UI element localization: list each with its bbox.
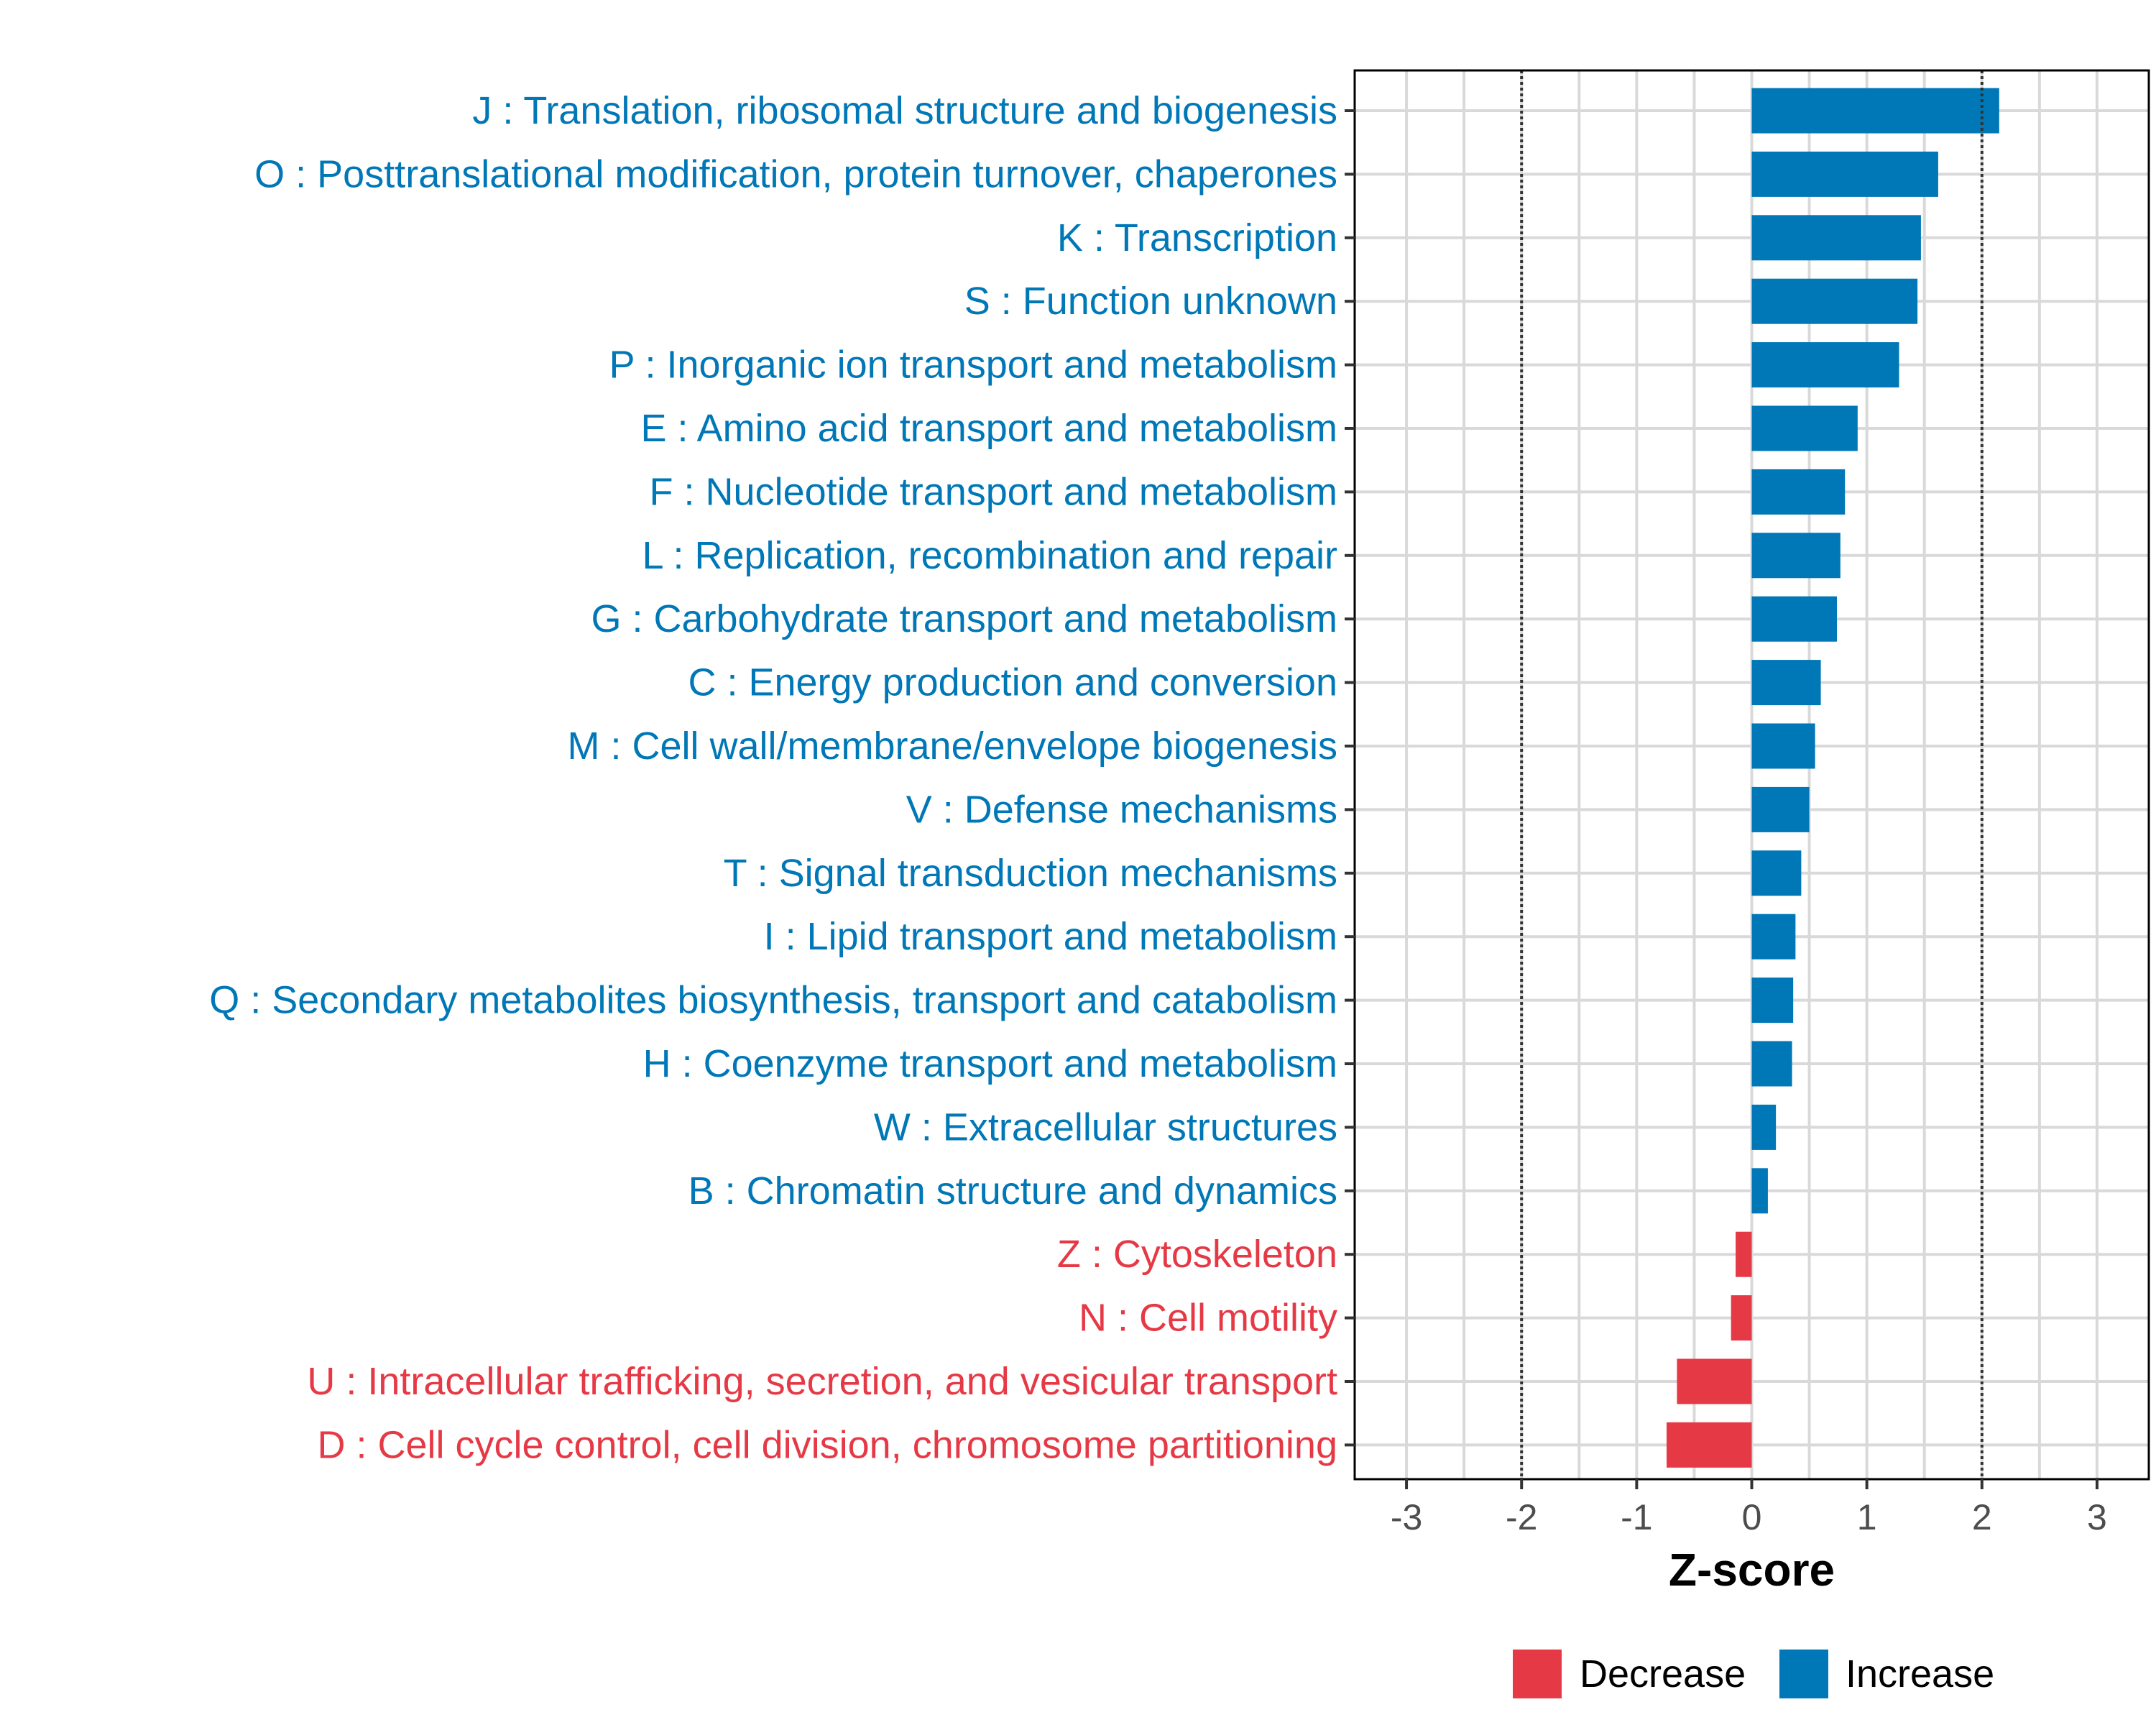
x-tick-label: -2	[1506, 1497, 1537, 1537]
category-label: U : Intracellular trafficking, secretion…	[307, 1360, 1337, 1403]
x-axis-title: Z-score	[1669, 1544, 1835, 1596]
category-label: N : Cell motility	[1079, 1297, 1337, 1340]
bar	[1751, 660, 1821, 706]
category-label: C : Energy production and conversion	[688, 661, 1337, 704]
category-label: W : Extracellular structures	[874, 1105, 1337, 1149]
category-label: M : Cell wall/membrane/envelope biogenes…	[567, 724, 1337, 768]
bar	[1751, 88, 1999, 134]
legend-swatch-decrease	[1513, 1650, 1562, 1698]
category-label: S : Function unknown	[964, 280, 1337, 323]
bar	[1751, 1041, 1792, 1087]
category-label: V : Defense mechanisms	[906, 788, 1337, 831]
category-label: T : Signal transduction mechanisms	[724, 852, 1337, 895]
bar	[1751, 978, 1794, 1024]
bar	[1751, 1168, 1768, 1214]
bar	[1666, 1422, 1752, 1468]
category-label: Z : Cytoskeleton	[1057, 1233, 1337, 1276]
bar	[1731, 1295, 1752, 1341]
category-label: E : Amino acid transport and metabolism	[641, 407, 1337, 450]
bar	[1677, 1358, 1752, 1404]
legend-swatch-increase	[1779, 1650, 1828, 1698]
bar	[1751, 786, 1810, 832]
category-label: H : Coenzyme transport and metabolism	[643, 1042, 1337, 1085]
bar	[1751, 342, 1899, 388]
category-label: K : Transcription	[1057, 216, 1337, 259]
bar	[1736, 1231, 1752, 1277]
x-tick-label: 1	[1857, 1497, 1877, 1537]
bar	[1751, 278, 1918, 324]
bar	[1751, 596, 1838, 642]
x-tick-label: 0	[1742, 1497, 1762, 1537]
category-label: F : Nucleotide transport and metabolism	[650, 470, 1337, 513]
category-label: J : Translation, ribosomal structure and…	[472, 89, 1337, 132]
category-label: G : Carbohydrate transport and metabolis…	[591, 597, 1338, 640]
bar	[1751, 151, 1938, 197]
bar	[1751, 850, 1802, 896]
category-label: P : Inorganic ion transport and metaboli…	[609, 344, 1337, 387]
category-label: O : Posttranslational modification, prot…	[254, 152, 1337, 196]
bar	[1751, 1104, 1777, 1150]
bar	[1751, 723, 1815, 769]
legend-label-increase: Increase	[1846, 1652, 1994, 1696]
x-axis-ticks: -3 -2 -1 0 1 2 3	[1391, 1479, 2107, 1537]
bar-layer	[1666, 88, 1999, 1468]
category-label: Q : Secondary metabolites biosynthesis, …	[209, 979, 1337, 1022]
bar	[1751, 533, 1841, 579]
category-label: I : Lipid transport and metabolism	[764, 915, 1337, 958]
x-tick-label: -3	[1391, 1497, 1422, 1537]
category-label: L : Replication, recombination and repai…	[642, 534, 1337, 577]
bar	[1751, 914, 1796, 960]
category-label: B : Chromatin structure and dynamics	[688, 1169, 1337, 1213]
reference-lines	[1520, 70, 1984, 1479]
category-label: D : Cell cycle control, cell division, c…	[317, 1423, 1337, 1466]
bar	[1751, 469, 1846, 515]
y-axis-category-labels: J : Translation, ribosomal structure and…	[209, 89, 1337, 1466]
bar	[1751, 405, 1858, 451]
bar	[1751, 215, 1921, 261]
legend-label-decrease: Decrease	[1580, 1652, 1746, 1696]
x-tick-label: 2	[1972, 1497, 1992, 1537]
y-axis-ticks	[1345, 109, 1355, 1447]
x-tick-label: 3	[2087, 1497, 2107, 1537]
legend: Decrease Increase	[1513, 1650, 1994, 1698]
x-tick-label: -1	[1621, 1497, 1652, 1537]
